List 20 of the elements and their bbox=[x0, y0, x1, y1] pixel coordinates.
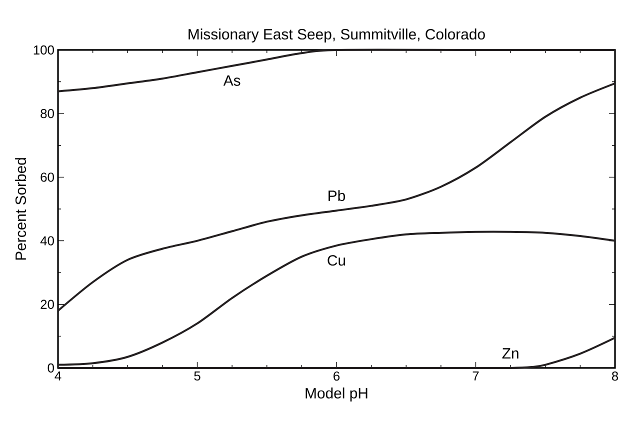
line-series bbox=[57, 230, 616, 366]
series-label: Zn bbox=[502, 348, 518, 358]
y-tick-label: 0 bbox=[48, 363, 54, 373]
series-label: Cu bbox=[328, 255, 346, 266]
y-tick-label: 80 bbox=[40, 108, 54, 118]
chart-title: Missionary East Seep, Summitville, Colorado bbox=[188, 28, 485, 42]
y-axis-title: Percent Sorbed bbox=[15, 158, 26, 260]
line-series bbox=[57, 48, 616, 92]
x-tick-label: 8 bbox=[612, 372, 618, 381]
x-tick-label: 5 bbox=[194, 372, 200, 381]
x-axis-title: Model pH bbox=[306, 388, 368, 402]
y-tick-label: 100 bbox=[34, 45, 54, 55]
series-label: As bbox=[223, 75, 240, 86]
y-tick-label: 60 bbox=[40, 172, 54, 182]
y-tick-label: 40 bbox=[40, 236, 54, 246]
x-tick-label: 7 bbox=[472, 372, 479, 380]
series-label: Pb bbox=[328, 190, 346, 202]
x-tick-label: 6 bbox=[334, 372, 340, 381]
y-tick-label: 20 bbox=[40, 300, 54, 309]
x-tick-label: 4 bbox=[54, 372, 62, 380]
